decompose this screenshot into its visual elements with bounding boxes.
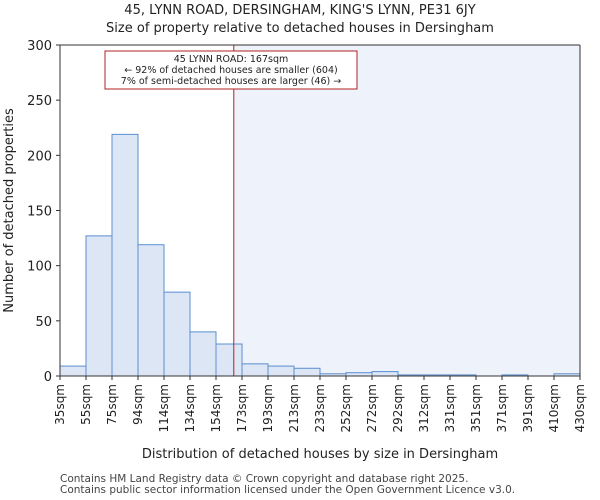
bar-114sqm	[163, 291, 191, 377]
highlight-region	[233, 45, 580, 376]
x-tick-label-233sqm: 233sqm	[313, 384, 327, 432]
x-tick-label-55sqm: 55sqm	[79, 384, 93, 425]
annotation-box	[104, 50, 358, 90]
x-tick-label-312sqm: 312sqm	[417, 384, 431, 432]
annotation-line-3: 7% of semi-detached houses are larger (4…	[121, 76, 341, 87]
bar-35sqm	[59, 365, 87, 377]
x-tick-label-94sqm: 94sqm	[131, 384, 145, 425]
x-tick-label-331sqm: 331sqm	[443, 384, 457, 432]
x-tick-label-410sqm: 410sqm	[547, 384, 561, 432]
x-tick-label-114sqm: 114sqm	[157, 384, 171, 432]
y-tick-label-250: 250	[27, 94, 52, 109]
x-tick-label-134sqm: 134sqm	[183, 384, 197, 432]
x-tick-label-292sqm: 292sqm	[391, 384, 405, 432]
footer-line-1: Contains HM Land Registry data © Crown c…	[60, 473, 469, 485]
y-tick-label-100: 100	[27, 260, 52, 275]
y-tick-label-200: 200	[27, 149, 52, 164]
bar-94sqm	[137, 244, 165, 377]
x-tick-label-35sqm: 35sqm	[53, 384, 67, 425]
y-axis-label: Number of detached properties	[2, 108, 17, 313]
bar-173sqm	[241, 363, 269, 377]
bar-134sqm	[189, 331, 217, 377]
bar-213sqm	[293, 367, 321, 377]
footer-line-2: Contains public sector information licen…	[60, 484, 516, 496]
bar-55sqm	[85, 235, 113, 377]
bar-75sqm	[111, 133, 139, 377]
bar-154sqm	[215, 343, 243, 377]
x-tick-label-371sqm: 371sqm	[495, 384, 509, 432]
y-tick-label-300: 300	[27, 39, 52, 54]
chart-subtitle: Size of property relative to detached ho…	[106, 21, 494, 36]
x-tick-label-272sqm: 272sqm	[365, 384, 379, 432]
annotation-line-2: ← 92% of detached houses are smaller (60…	[124, 65, 337, 76]
y-tick-label-150: 150	[27, 205, 52, 220]
x-tick-label-351sqm: 351sqm	[469, 384, 483, 432]
x-tick-label-173sqm: 173sqm	[235, 384, 249, 432]
x-tick-label-252sqm: 252sqm	[339, 384, 353, 432]
x-tick-label-154sqm: 154sqm	[209, 384, 223, 432]
x-tick-label-213sqm: 213sqm	[287, 384, 301, 432]
y-tick-label-0: 0	[44, 370, 52, 385]
x-tick-label-430sqm: 430sqm	[573, 384, 587, 432]
x-tick-label-391sqm: 391sqm	[521, 384, 535, 432]
bar-272sqm	[371, 371, 399, 377]
annotation-line-1: 45 LYNN ROAD: 167sqm	[174, 54, 289, 65]
x-tick-label-75sqm: 75sqm	[105, 384, 119, 425]
x-axis-label: Distribution of detached houses by size …	[142, 447, 498, 462]
chart-title: 45, LYNN ROAD, DERSINGHAM, KING'S LYNN, …	[124, 3, 476, 18]
bar-193sqm	[267, 365, 295, 377]
x-tick-label-193sqm: 193sqm	[261, 384, 275, 432]
y-tick-label-50: 50	[35, 315, 52, 330]
